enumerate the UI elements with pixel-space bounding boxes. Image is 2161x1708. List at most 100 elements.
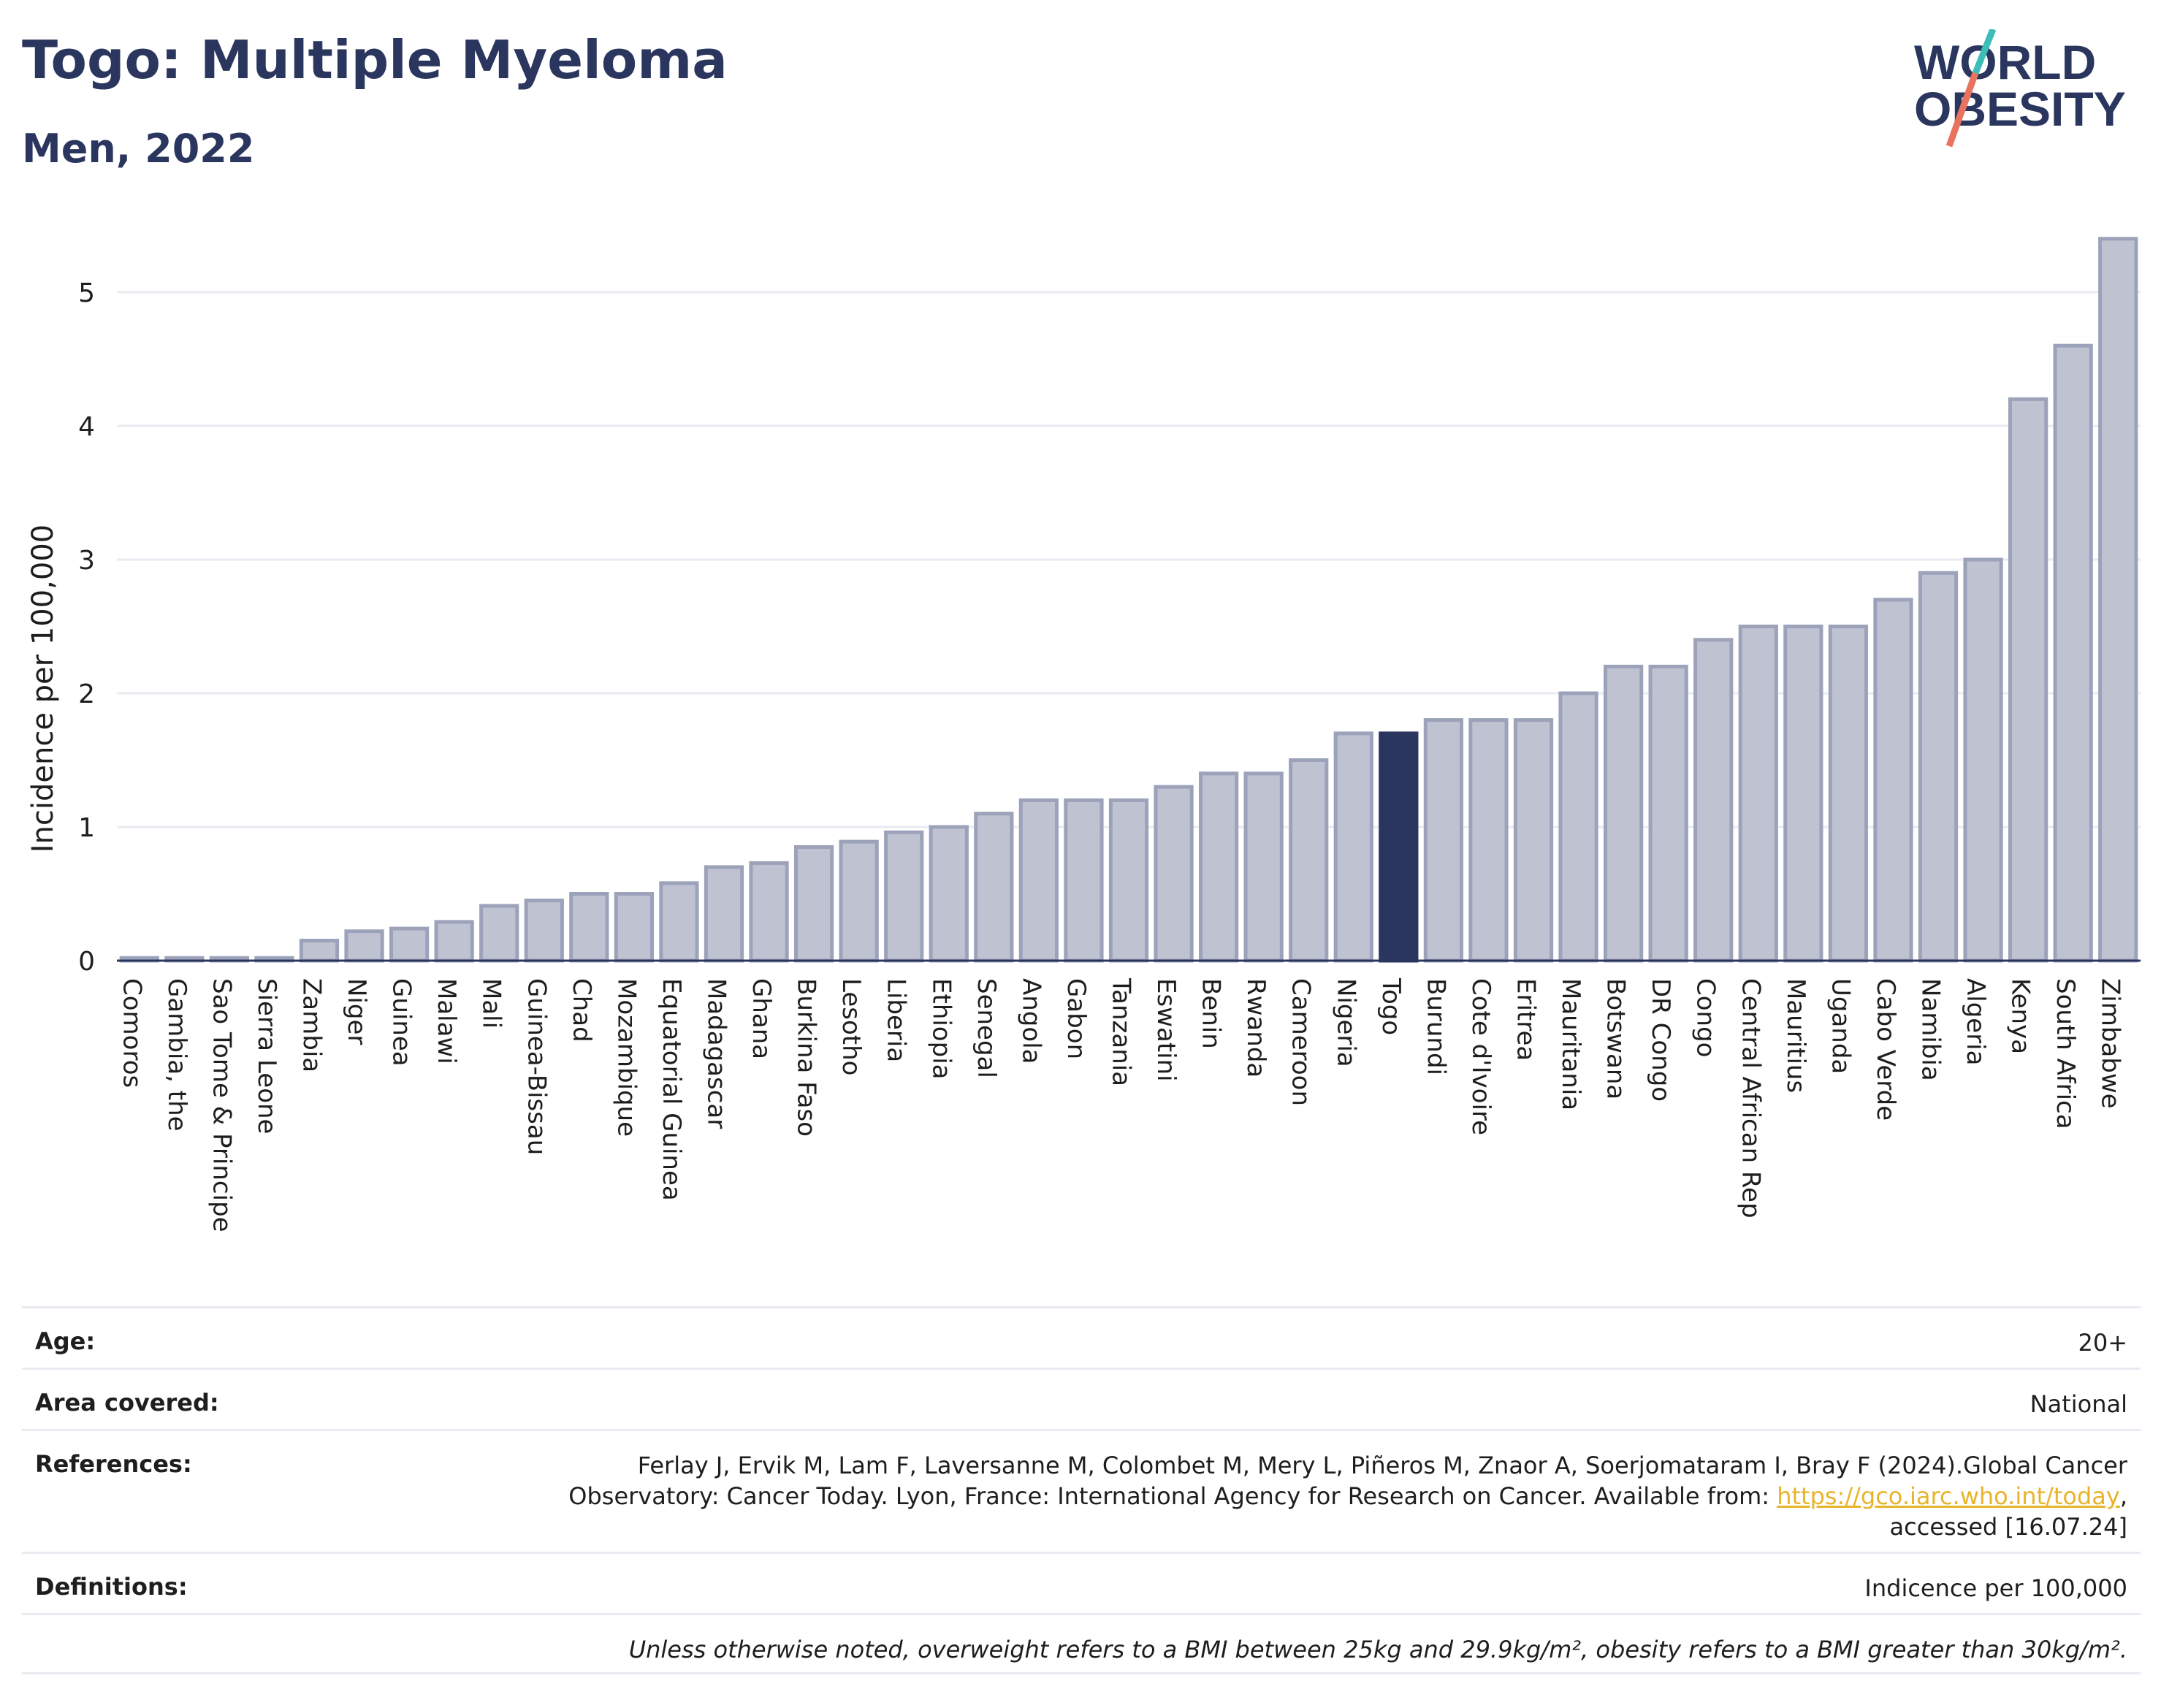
x-tick-label: Uganda bbox=[1826, 978, 1855, 1074]
bar-rwanda bbox=[1243, 771, 1284, 963]
bar-congo bbox=[1693, 638, 1734, 963]
y-tick-label: 3 bbox=[78, 546, 95, 576]
bar-dr-congo bbox=[1648, 664, 1688, 963]
y-axis-label: Incidence per 100,000 bbox=[26, 525, 60, 853]
bar-chart: 0 1 2 3 4 5 Comoros Gambia, the Sao Tome & Prin… bbox=[26, 237, 2141, 1232]
x-tick-label: Botswana bbox=[1601, 978, 1631, 1099]
x-tick-label: Burundi bbox=[1421, 978, 1450, 1075]
meta-row-references: References: Ferlay J, Ervik M, Lam F, La… bbox=[22, 1429, 2141, 1552]
x-tick-label: Sierra Leone bbox=[252, 978, 281, 1134]
x-tick-label: Chad bbox=[567, 978, 596, 1042]
references-label: References: bbox=[35, 1450, 192, 1478]
bar-ghana bbox=[749, 861, 789, 963]
logo-text-obesity: OBESITY bbox=[1914, 82, 2126, 136]
bar-algeria bbox=[1963, 557, 2003, 963]
bar-senegal bbox=[974, 812, 1014, 963]
x-tick-label: Eritrea bbox=[1512, 978, 1541, 1061]
logo-text-world: WORLD bbox=[1914, 35, 2096, 89]
y-tick-label: 0 bbox=[78, 947, 95, 977]
y-tick-label: 1 bbox=[78, 813, 95, 843]
bar-mauritania bbox=[1558, 691, 1598, 963]
references-line1: Ferlay J, Ervik M, Lam F, Laversanne M, … bbox=[637, 1452, 2127, 1479]
bar-mauritius bbox=[1783, 625, 1823, 963]
bar-zimbabwe bbox=[2098, 237, 2138, 963]
bar-cameroon bbox=[1289, 758, 1329, 963]
x-tick-label: Mozambique bbox=[611, 978, 641, 1137]
x-tick-label: Senegal bbox=[972, 978, 1001, 1078]
x-tick-label: Rwanda bbox=[1241, 978, 1270, 1078]
bar-guinea bbox=[389, 926, 430, 963]
x-tick-label: Liberia bbox=[882, 978, 911, 1062]
x-tick-label: Zambia bbox=[297, 978, 327, 1072]
x-tick-label: Equatorial Guinea bbox=[657, 978, 686, 1201]
obesity-definition-note: Unless otherwise noted, overweight refer… bbox=[628, 1636, 2127, 1663]
x-tick-label: Nigeria bbox=[1331, 978, 1360, 1067]
bar-botswana bbox=[1603, 664, 1644, 963]
y-tick-label: 2 bbox=[78, 679, 95, 709]
bar-kenya bbox=[2008, 397, 2048, 963]
x-tick-label: Guinea-Bissau bbox=[522, 978, 551, 1155]
x-tick-label: Central African Rep bbox=[1736, 978, 1765, 1219]
x-tick-label: Guinea bbox=[387, 978, 416, 1067]
bar-madagascar bbox=[704, 865, 744, 963]
references-line3: accessed [16.07.24] bbox=[1889, 1513, 2127, 1541]
x-tick-label: Kenya bbox=[2006, 978, 2035, 1054]
x-tick-label: Togo bbox=[1376, 977, 1406, 1035]
area-value: National bbox=[2029, 1390, 2127, 1418]
x-tick-label: Malawi bbox=[432, 978, 461, 1064]
meta-row-note: Unless otherwise noted, overweight refer… bbox=[22, 1613, 2141, 1674]
x-tick-label: South Africa bbox=[2051, 978, 2080, 1129]
logo-slash-coral bbox=[1945, 72, 1979, 148]
references-value: Ferlay J, Ervik M, Lam F, Laversanne M, … bbox=[568, 1452, 2127, 1541]
x-tick-label: Mauritius bbox=[1781, 978, 1810, 1093]
x-tick-label: Eswatini bbox=[1151, 978, 1181, 1082]
y-tick-label: 4 bbox=[78, 412, 95, 442]
bar-tanzania bbox=[1108, 798, 1149, 963]
x-tick-label: Namibia bbox=[1916, 978, 1945, 1081]
x-tick-label: Sao Tome & Principe bbox=[207, 978, 236, 1232]
bar-burundi bbox=[1423, 718, 1464, 963]
chart-title: Togo: Multiple Myeloma bbox=[22, 29, 728, 91]
bar-eritrea bbox=[1513, 718, 1554, 963]
area-label: Area covered: bbox=[35, 1389, 219, 1417]
x-tick-label: Tanzania bbox=[1107, 977, 1136, 1086]
chart-subtitle: Men, 2022 bbox=[22, 126, 255, 172]
bar-layer bbox=[119, 237, 2138, 963]
x-tick-label: Benin bbox=[1197, 978, 1226, 1049]
x-tick-label: Comoros bbox=[117, 978, 146, 1088]
bar-angola bbox=[1018, 798, 1059, 963]
bar-cabo-verde bbox=[1873, 598, 1913, 963]
x-tick-label: Madagascar bbox=[702, 978, 731, 1129]
age-value: 20+ bbox=[2078, 1329, 2127, 1357]
bar-guinea-bissau bbox=[524, 899, 564, 963]
metadata-table: Age: 20+ Area covered: National Referenc… bbox=[22, 1306, 2141, 1674]
bar-uganda bbox=[1828, 625, 1869, 963]
y-tick-layer: 0 1 2 3 4 5 bbox=[78, 278, 95, 977]
x-tick-label: DR Congo bbox=[1646, 978, 1675, 1102]
bar-burkina-faso bbox=[793, 845, 834, 963]
x-tick-layer: Comoros Gambia, the Sao Tome & Principe Sie… bbox=[117, 977, 2124, 1232]
bar-liberia bbox=[884, 830, 924, 963]
bar-gabon bbox=[1064, 798, 1104, 963]
bar-malawi bbox=[434, 920, 474, 963]
x-tick-label: Ethiopia bbox=[926, 978, 956, 1079]
meta-row-definitions: Definitions: Indicence per 100,000 bbox=[22, 1552, 2141, 1613]
y-tick-label: 5 bbox=[78, 278, 95, 308]
definitions-value: Indicence per 100,000 bbox=[1864, 1574, 2127, 1602]
x-tick-label: Algeria bbox=[1961, 978, 1990, 1065]
x-tick-label: Cabo Verde bbox=[1871, 978, 1900, 1121]
x-tick-label: Gambia, the bbox=[162, 978, 191, 1132]
age-label: Age: bbox=[35, 1327, 96, 1355]
definitions-label: Definitions: bbox=[35, 1573, 188, 1601]
bar-namibia bbox=[1918, 571, 1959, 963]
x-tick-label: Angola bbox=[1016, 978, 1045, 1064]
x-tick-label: Mauritania bbox=[1556, 978, 1585, 1110]
bar-mali bbox=[479, 904, 519, 963]
bar-zambia bbox=[299, 939, 340, 963]
bar-south-africa bbox=[2053, 343, 2093, 963]
bar-mozambique bbox=[614, 892, 655, 963]
meta-row-area: Area covered: National bbox=[22, 1368, 2141, 1429]
bar-chad bbox=[569, 892, 609, 963]
references-link[interactable]: https://gco.iarc.who.int/today bbox=[1777, 1482, 2120, 1510]
x-tick-label: Lesotho bbox=[836, 978, 866, 1075]
